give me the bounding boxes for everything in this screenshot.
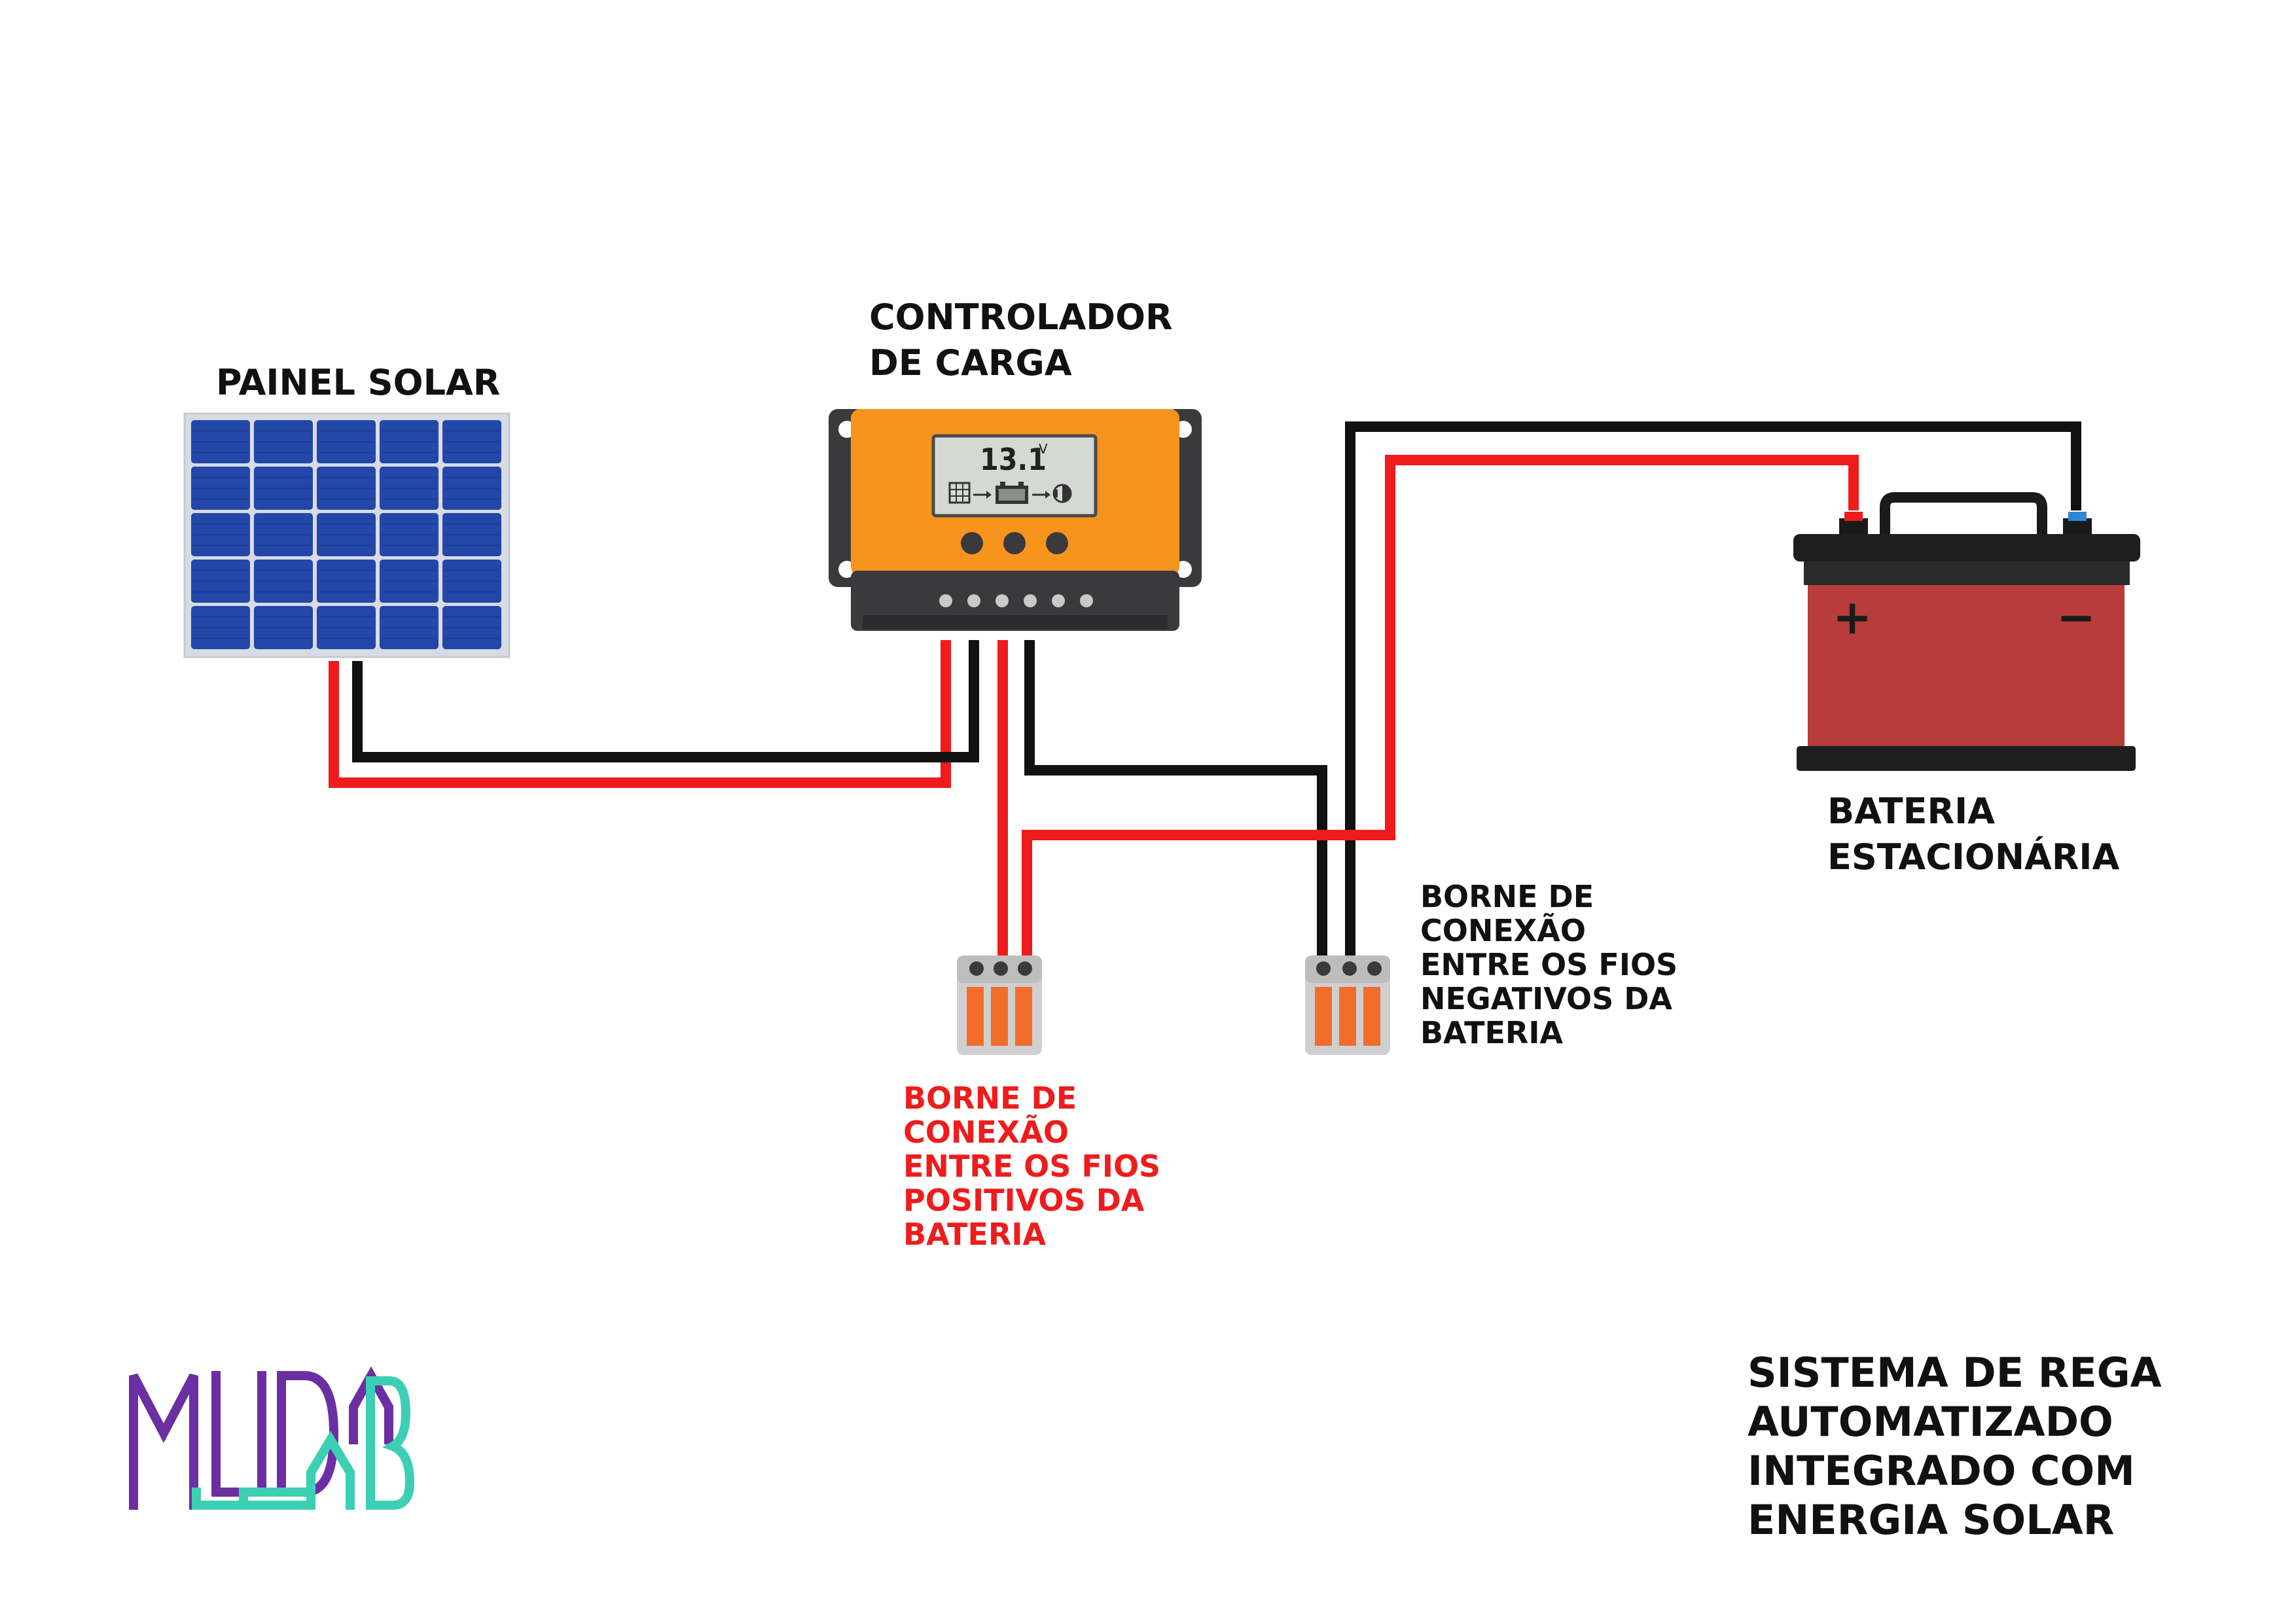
terminal-screw [1052, 594, 1065, 607]
battery-negative-symbol: − [2056, 590, 2096, 645]
light-bulb-icon [1052, 484, 1072, 503]
arrow-right-icon [1032, 491, 1050, 499]
terminal-screws [939, 594, 1093, 607]
battery-icon [996, 482, 1028, 504]
controller-label: CONTROLADOR DE CARGA [869, 296, 1173, 383]
arrow-right-icon [973, 491, 992, 499]
wires [329, 421, 2081, 961]
mudalab-logo [129, 1366, 415, 1510]
wire-solar-negative [352, 640, 979, 762]
charge-controller: 13.1 V [829, 409, 1202, 631]
controller-button [1003, 532, 1026, 554]
terminal-screw [996, 594, 1009, 607]
terminal-screw [1080, 594, 1093, 607]
battery-handle [1880, 492, 2047, 537]
diagram-title: SISTEMA DE REGA AUTOMATIZADO INTEGRADO C… [1748, 1349, 2162, 1544]
terminal-negative-label: BORNE DE CONEXÃO ENTRE OS FIOS NEGATIVOS… [1420, 879, 1678, 1050]
wire-solar-positive [329, 640, 951, 788]
battery-label: BATERIA ESTACIONÁRIA [1827, 791, 2120, 878]
terminal-screw [939, 594, 952, 607]
controller-button [961, 532, 983, 554]
solar-panel [183, 412, 511, 658]
controller-button [1046, 532, 1068, 554]
wire-battery-negative [1345, 421, 2081, 961]
terminal-screw [1024, 594, 1037, 607]
voltage-readout: 13.1 [980, 442, 1047, 477]
battery-positive-symbol: + [1833, 590, 1872, 645]
solar-panel-label: PAINEL SOLAR [216, 362, 501, 403]
terminal-positive-label: BORNE DE CONEXÃO ENTRE OS FIOS POSITIVOS… [903, 1080, 1161, 1252]
terminal-screw [967, 594, 980, 607]
voltage-unit: V [1039, 441, 1048, 457]
stationary-battery: + − [1793, 492, 2140, 771]
wire-battery-positive [1022, 455, 1859, 961]
solar-cells [191, 420, 501, 649]
solar-panel-icon [948, 482, 971, 504]
terminal-block-positive [957, 955, 1042, 1055]
wire-controller-load-negative [1024, 640, 1327, 961]
terminal-block-negative [1305, 955, 1390, 1055]
